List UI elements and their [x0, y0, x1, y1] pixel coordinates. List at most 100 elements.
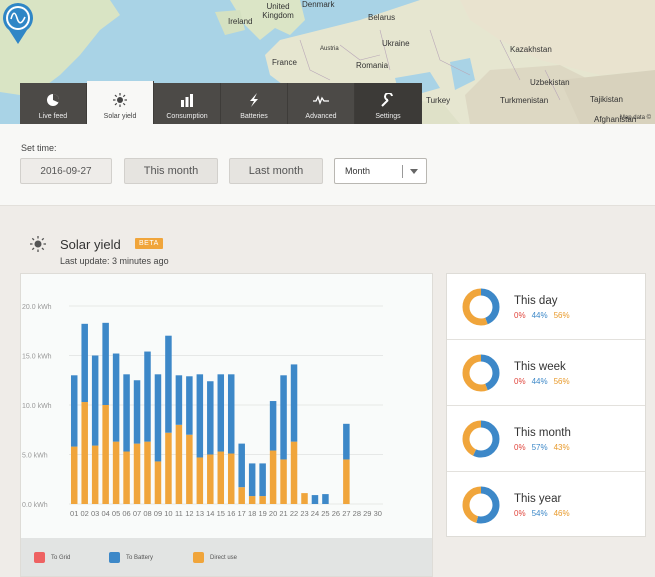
bar-to-battery[interactable]: [269, 401, 277, 451]
map-label: Denmark: [302, 0, 335, 9]
bar-to-battery[interactable]: [165, 335, 172, 433]
x-tick-label: 13: [196, 509, 204, 518]
bar-direct-use[interactable]: [290, 441, 298, 504]
bar-direct-use[interactable]: [133, 443, 141, 504]
x-tick-label: 15: [217, 509, 225, 518]
bar-to-battery[interactable]: [238, 443, 245, 488]
bar-direct-use[interactable]: [112, 441, 120, 504]
period-select[interactable]: Month: [334, 158, 427, 184]
bar-direct-use[interactable]: [154, 461, 162, 504]
bar-direct-use[interactable]: [165, 432, 172, 504]
x-tick-label: 11: [175, 509, 183, 518]
map-label: Austria: [320, 46, 339, 52]
bar-to-battery[interactable]: [343, 423, 350, 460]
bar-to-battery[interactable]: [217, 374, 225, 452]
tab-batteries[interactable]: Batteries: [221, 83, 288, 124]
pct-direct-use: 43%: [553, 443, 570, 452]
bar-to-battery[interactable]: [102, 322, 109, 405]
bar-to-battery[interactable]: [196, 374, 204, 458]
bar-direct-use[interactable]: [102, 405, 109, 504]
bar-direct-use[interactable]: [217, 451, 225, 504]
bar-direct-use[interactable]: [81, 402, 88, 504]
bar-direct-use[interactable]: [269, 450, 277, 504]
tab-settings[interactable]: Settings: [355, 83, 422, 124]
tab-consumption[interactable]: Consumption: [154, 83, 221, 124]
bar-direct-use[interactable]: [259, 496, 266, 504]
bar-to-battery[interactable]: [81, 323, 88, 403]
legend-label: To Grid: [51, 554, 71, 561]
donut-chart: [462, 486, 500, 524]
date-picker-button[interactable]: 2016-09-27: [20, 158, 112, 184]
bar-direct-use[interactable]: [227, 453, 235, 504]
bar-direct-use[interactable]: [186, 434, 193, 504]
bar-to-battery[interactable]: [280, 375, 287, 460]
tab-solar-yield[interactable]: Solar yield: [87, 81, 154, 124]
chart-legend: To Grid To Battery Direct use: [20, 538, 433, 577]
map-label: Afghanistan: [594, 115, 637, 124]
bar-to-battery[interactable]: [259, 463, 266, 497]
wrench-icon: [380, 92, 396, 108]
bar-to-battery[interactable]: [144, 351, 151, 442]
bar-to-battery[interactable]: [322, 494, 329, 504]
bar-to-battery[interactable]: [133, 380, 141, 444]
donut-segment-direct: [462, 354, 500, 392]
bar-direct-use[interactable]: [70, 446, 78, 504]
bar-to-battery[interactable]: [248, 463, 256, 497]
tab-live-feed[interactable]: Live feed: [20, 83, 87, 124]
bar-direct-use[interactable]: [175, 424, 183, 504]
bar-direct-use[interactable]: [248, 496, 256, 504]
bar-to-battery[interactable]: [70, 375, 78, 447]
section-title: Solar yield: [60, 237, 121, 252]
x-tick-label: 07: [133, 509, 141, 518]
stat-this-year[interactable]: This year 0% 54% 46%: [447, 472, 645, 538]
bar-to-battery[interactable]: [186, 376, 193, 435]
donut-chart: [462, 354, 500, 392]
stat-this-day[interactable]: This day 0% 44% 56%: [447, 274, 645, 340]
this-month-button[interactable]: This month: [124, 158, 218, 184]
location-pin-icon[interactable]: [0, 0, 36, 46]
bar-direct-use[interactable]: [280, 459, 287, 504]
bar-to-battery[interactable]: [91, 355, 99, 446]
pct-to-grid: 0%: [514, 377, 526, 386]
legend-item-direct-use[interactable]: Direct use: [193, 552, 237, 563]
legend-swatch: [109, 552, 120, 563]
bar-direct-use[interactable]: [343, 459, 350, 504]
bar-direct-use[interactable]: [144, 441, 151, 504]
stat-label: This week: [514, 361, 566, 373]
bar-direct-use[interactable]: [238, 487, 245, 504]
bar-direct-use[interactable]: [91, 445, 99, 504]
tab-advanced[interactable]: Advanced: [288, 83, 355, 124]
bar-to-battery[interactable]: [207, 381, 214, 455]
x-tick-label: 28: [353, 509, 361, 518]
stat-percentages: 0% 57% 43%: [514, 443, 576, 452]
y-tick-label: 15.0 kWh: [22, 354, 52, 361]
last-month-button[interactable]: Last month: [229, 158, 323, 184]
x-tick-label: 10: [164, 509, 172, 518]
legend-swatch: [34, 552, 45, 563]
bar-to-battery[interactable]: [112, 353, 120, 442]
waveform-icon: [313, 92, 329, 108]
pct-direct-use: 46%: [553, 509, 570, 518]
last-update-text: Last update: 3 minutes ago: [60, 256, 169, 266]
bar-to-battery[interactable]: [290, 364, 298, 442]
tab-label: Consumption: [166, 113, 208, 120]
bar-to-battery[interactable]: [154, 374, 162, 462]
x-tick-label: 23: [300, 509, 308, 518]
bar-to-battery[interactable]: [175, 375, 183, 425]
select-separator: [402, 165, 403, 178]
bar-direct-use[interactable]: [196, 457, 204, 504]
legend-item-to-grid[interactable]: To Grid: [34, 552, 70, 563]
stat-this-week[interactable]: This week 0% 44% 56%: [447, 340, 645, 406]
stat-percentages: 0% 44% 56%: [514, 311, 576, 320]
bar-direct-use[interactable]: [207, 454, 214, 505]
legend-item-to-battery[interactable]: To Battery: [109, 552, 153, 563]
x-tick-label: 18: [248, 509, 256, 518]
bar-direct-use[interactable]: [123, 451, 130, 504]
bar-to-battery[interactable]: [123, 374, 130, 452]
solar-yield-chart[interactable]: 20.0 kWh 15.0 kWh 10.0 kWh 5.0 kWh 0.0 kWh 01…: [21, 274, 432, 536]
bar-direct-use[interactable]: [301, 493, 308, 504]
stat-this-month[interactable]: This month 0% 57% 43%: [447, 406, 645, 472]
bar-to-battery[interactable]: [227, 374, 235, 454]
x-tick-label: 19: [258, 509, 266, 518]
bar-to-battery[interactable]: [311, 495, 319, 504]
